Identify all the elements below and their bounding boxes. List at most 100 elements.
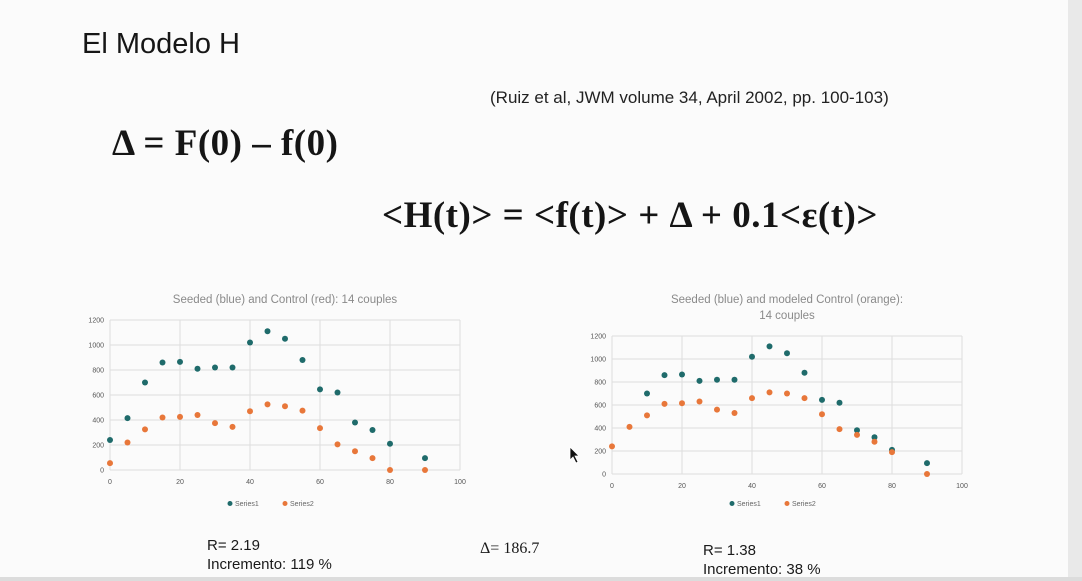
data-point-series1: [801, 369, 808, 376]
data-point-series1: [159, 359, 166, 366]
y-tick-label: 1000: [590, 357, 606, 364]
x-tick-label: 20: [678, 483, 686, 490]
delta-value: Δ= 186.7: [480, 540, 540, 557]
data-point-series2: [212, 420, 218, 427]
data-point-series2: [679, 400, 685, 407]
data-point-series2: [609, 443, 615, 450]
data-point-series2: [282, 403, 288, 410]
legend-label-series1: Series1: [235, 501, 259, 508]
left-increment: Incremento: 119 %: [207, 556, 332, 573]
y-tick-label: 1000: [88, 343, 104, 350]
legend-label-series2: Series2: [290, 501, 314, 508]
data-point-series2: [871, 438, 878, 445]
right-stats: R= 1.38 Incremento: 38 %: [703, 541, 821, 579]
data-point-series2: [229, 423, 236, 430]
data-point-series2: [177, 413, 183, 420]
legend-marker-series2: [784, 501, 790, 506]
legend-marker-series1: [227, 501, 233, 506]
slide-title: El Modelo H: [82, 28, 240, 60]
y-tick-label: 1200: [88, 318, 104, 325]
citation: (Ruiz et al, JWM volume 34, April 2002, …: [490, 88, 889, 107]
data-point-series2: [819, 411, 825, 418]
data-point-series1: [766, 343, 773, 350]
data-point-series2: [247, 408, 253, 415]
data-point-series1: [212, 364, 218, 371]
data-point-series2: [299, 407, 306, 414]
data-point-series1: [264, 328, 271, 335]
data-point-series1: [731, 376, 738, 383]
data-point-series1: [696, 377, 703, 384]
y-tick-label: 200: [92, 443, 104, 450]
x-tick-label: 0: [108, 479, 112, 486]
y-tick-label: 400: [92, 418, 104, 425]
legend-label-series1: Series1: [737, 501, 761, 508]
data-point-series1: [836, 399, 843, 406]
x-tick-label: 80: [386, 479, 394, 486]
chart-title: Seeded (blue) and Control (red): 14 coup…: [173, 294, 398, 306]
data-point-series2: [644, 412, 650, 419]
data-point-series2: [124, 439, 131, 446]
data-point-series1: [194, 365, 201, 372]
data-point-series2: [369, 455, 376, 462]
legend-marker-series2: [282, 501, 288, 506]
delta-equation: Δ = F(0) – f(0): [112, 123, 339, 164]
left-r-value: R= 2.19: [207, 537, 260, 554]
data-point-series2: [924, 471, 930, 477]
data-point-series1: [819, 396, 825, 403]
data-point-series2: [352, 448, 358, 455]
data-point-series1: [247, 339, 253, 346]
y-tick-label: 400: [594, 426, 606, 433]
data-point-series1: [107, 437, 113, 443]
x-tick-label: 60: [818, 483, 826, 490]
data-point-series2: [317, 425, 323, 432]
chart-seeded-vs-control: Seeded (blue) and Control (red): 14 coup…: [88, 294, 466, 508]
data-point-series1: [714, 376, 720, 383]
data-point-series1: [871, 434, 878, 441]
window-bottom-edge: [0, 577, 1082, 581]
data-point-series2: [801, 395, 808, 402]
h-model-equation: <H(t)> = <f(t)> + Δ + 0.1<ε(t)>: [382, 195, 878, 236]
chart-seeded-vs-modeled-control: Seeded (blue) and modeled Control (orang…: [590, 294, 968, 508]
data-point-series1: [369, 427, 376, 433]
x-tick-label: 80: [888, 483, 896, 490]
data-point-series2: [731, 410, 738, 417]
data-point-series1: [229, 364, 236, 371]
data-point-series2: [264, 401, 271, 408]
x-tick-label: 100: [454, 479, 466, 486]
data-point-series2: [784, 390, 790, 397]
data-point-series1: [124, 415, 131, 422]
data-point-series1: [317, 386, 323, 393]
y-tick-label: 200: [594, 449, 606, 456]
data-point-series2: [836, 426, 843, 433]
right-increment: Incremento: 38 %: [703, 561, 821, 578]
data-point-series2: [766, 389, 773, 396]
y-tick-label: 800: [92, 368, 104, 375]
x-tick-label: 100: [956, 483, 968, 490]
data-point-series1: [282, 335, 288, 342]
data-point-series2: [107, 460, 113, 467]
x-tick-label: 60: [316, 479, 324, 486]
data-point-series1: [749, 353, 755, 360]
data-point-series1: [784, 350, 790, 357]
x-tick-label: 20: [176, 479, 184, 486]
data-point-series2: [422, 467, 428, 473]
window-right-edge: [1068, 0, 1082, 581]
data-point-series1: [924, 460, 930, 467]
data-point-series2: [194, 412, 201, 418]
legend-label-series2: Series2: [792, 501, 816, 508]
data-point-series2: [696, 398, 703, 405]
data-point-series2: [889, 449, 895, 456]
data-point-series1: [299, 357, 306, 363]
data-point-series2: [854, 431, 860, 438]
y-tick-label: 1200: [590, 334, 606, 341]
data-point-series2: [626, 423, 633, 430]
data-point-series2: [159, 414, 166, 421]
data-point-series1: [177, 358, 183, 365]
y-tick-label: 600: [594, 403, 606, 410]
mouse-pointer-icon: [569, 446, 580, 464]
right-r-value: R= 1.38: [703, 542, 756, 559]
y-tick-label: 0: [100, 468, 104, 475]
data-point-series2: [387, 467, 393, 473]
x-tick-label: 40: [748, 483, 756, 490]
data-point-series2: [334, 441, 341, 448]
